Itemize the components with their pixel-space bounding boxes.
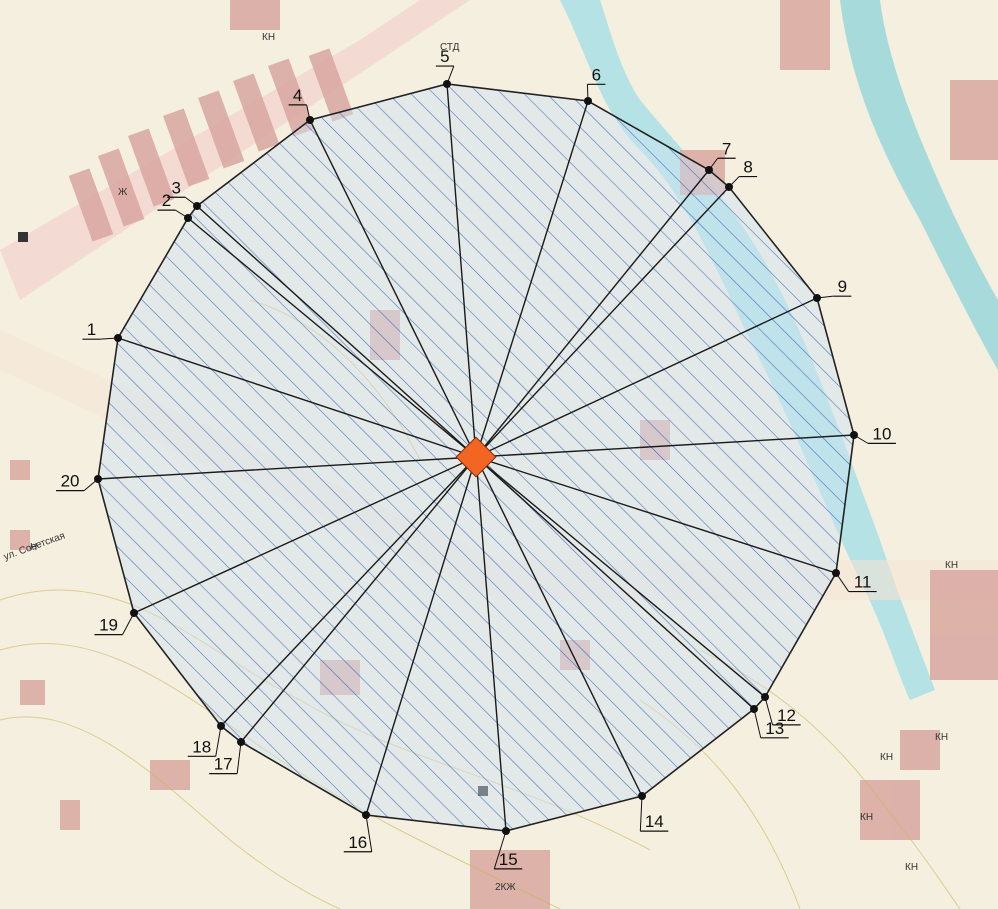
radial-line-9 (475, 297, 818, 458)
radial-line-16 (365, 456, 477, 816)
radial-line-4 (309, 119, 477, 458)
map-label: 2КЖ (495, 882, 516, 893)
river-east (840, 0, 998, 370)
label-leader-19 (122, 612, 135, 635)
road-diag (0, 330, 998, 600)
buildings (10, 0, 998, 909)
radial-lines (97, 83, 855, 832)
radial-line-8 (475, 186, 730, 458)
label-leader-10 (853, 434, 869, 444)
point-label-11: 11 (854, 573, 872, 592)
map-label: КН (905, 862, 918, 873)
label-leader-3 (184, 196, 198, 207)
radial-line-7 (475, 169, 710, 458)
radial-line-10 (475, 434, 855, 458)
label-leader-8 (728, 176, 740, 188)
radial-line-15 (475, 456, 507, 832)
radial-line-12 (475, 456, 766, 698)
point-label-14: 14 (645, 812, 664, 831)
point-label-17: 17 (214, 755, 233, 774)
point-label-16: 16 (348, 833, 367, 852)
map-label: КН (860, 812, 873, 823)
point-label-8: 8 (743, 158, 752, 177)
radial-line-14 (475, 456, 643, 797)
black-square-marker (18, 232, 28, 242)
point-label-12: 12 (777, 706, 796, 725)
radial-line-18 (220, 456, 477, 727)
point-label-4: 4 (293, 86, 302, 105)
radial-line-2 (187, 217, 477, 458)
point-label-6: 6 (592, 65, 601, 84)
radial-line-1 (117, 337, 477, 458)
label-leader-16 (365, 814, 373, 852)
point-label-5: 5 (440, 47, 449, 66)
radial-line-19 (133, 456, 477, 614)
point-label-2: 2 (162, 191, 171, 210)
radial-line-20 (97, 456, 477, 480)
label-leader-7 (708, 157, 719, 171)
label-leader-11 (835, 572, 850, 592)
map-label: Ж (118, 187, 128, 198)
point-label-1: 1 (87, 320, 96, 339)
point-label-20: 20 (61, 472, 80, 491)
label-leader-12 (764, 696, 774, 726)
map-label: КН (945, 560, 958, 571)
label-leader-13 (753, 708, 762, 738)
map-label: КН (880, 752, 893, 763)
label-leader-15 (493, 830, 507, 870)
center-marker (455, 436, 497, 478)
map-label: Н (30, 542, 37, 553)
label-leader-9 (816, 295, 834, 299)
point-label-19: 19 (99, 616, 118, 635)
point-label-7: 7 (722, 139, 731, 158)
label-leader-6 (586, 84, 589, 102)
point-label-15: 15 (499, 850, 518, 869)
point-label-9: 9 (838, 277, 847, 296)
label-leader-17 (236, 741, 242, 774)
point-label-13: 13 (765, 719, 784, 738)
label-leader-5 (446, 65, 455, 85)
radial-line-3 (196, 205, 477, 458)
label-leader-2 (175, 209, 189, 219)
point-label-18: 18 (192, 737, 211, 756)
radial-line-11 (475, 456, 837, 574)
radial-line-17 (240, 456, 477, 743)
point-label-10: 10 (872, 424, 891, 443)
radial-line-5 (446, 83, 477, 458)
label-leader-14 (639, 795, 643, 832)
radial-line-13 (475, 456, 755, 710)
label-leader-20 (83, 478, 99, 492)
label-leader-4 (306, 104, 311, 121)
map-label: КН (935, 732, 948, 743)
radial-line-6 (475, 100, 589, 458)
label-leader-1 (100, 337, 119, 340)
point-label-3: 3 (171, 178, 180, 197)
map-label: КН (262, 32, 275, 43)
label-leader-18 (215, 725, 222, 757)
map-label: СТД (440, 42, 460, 53)
